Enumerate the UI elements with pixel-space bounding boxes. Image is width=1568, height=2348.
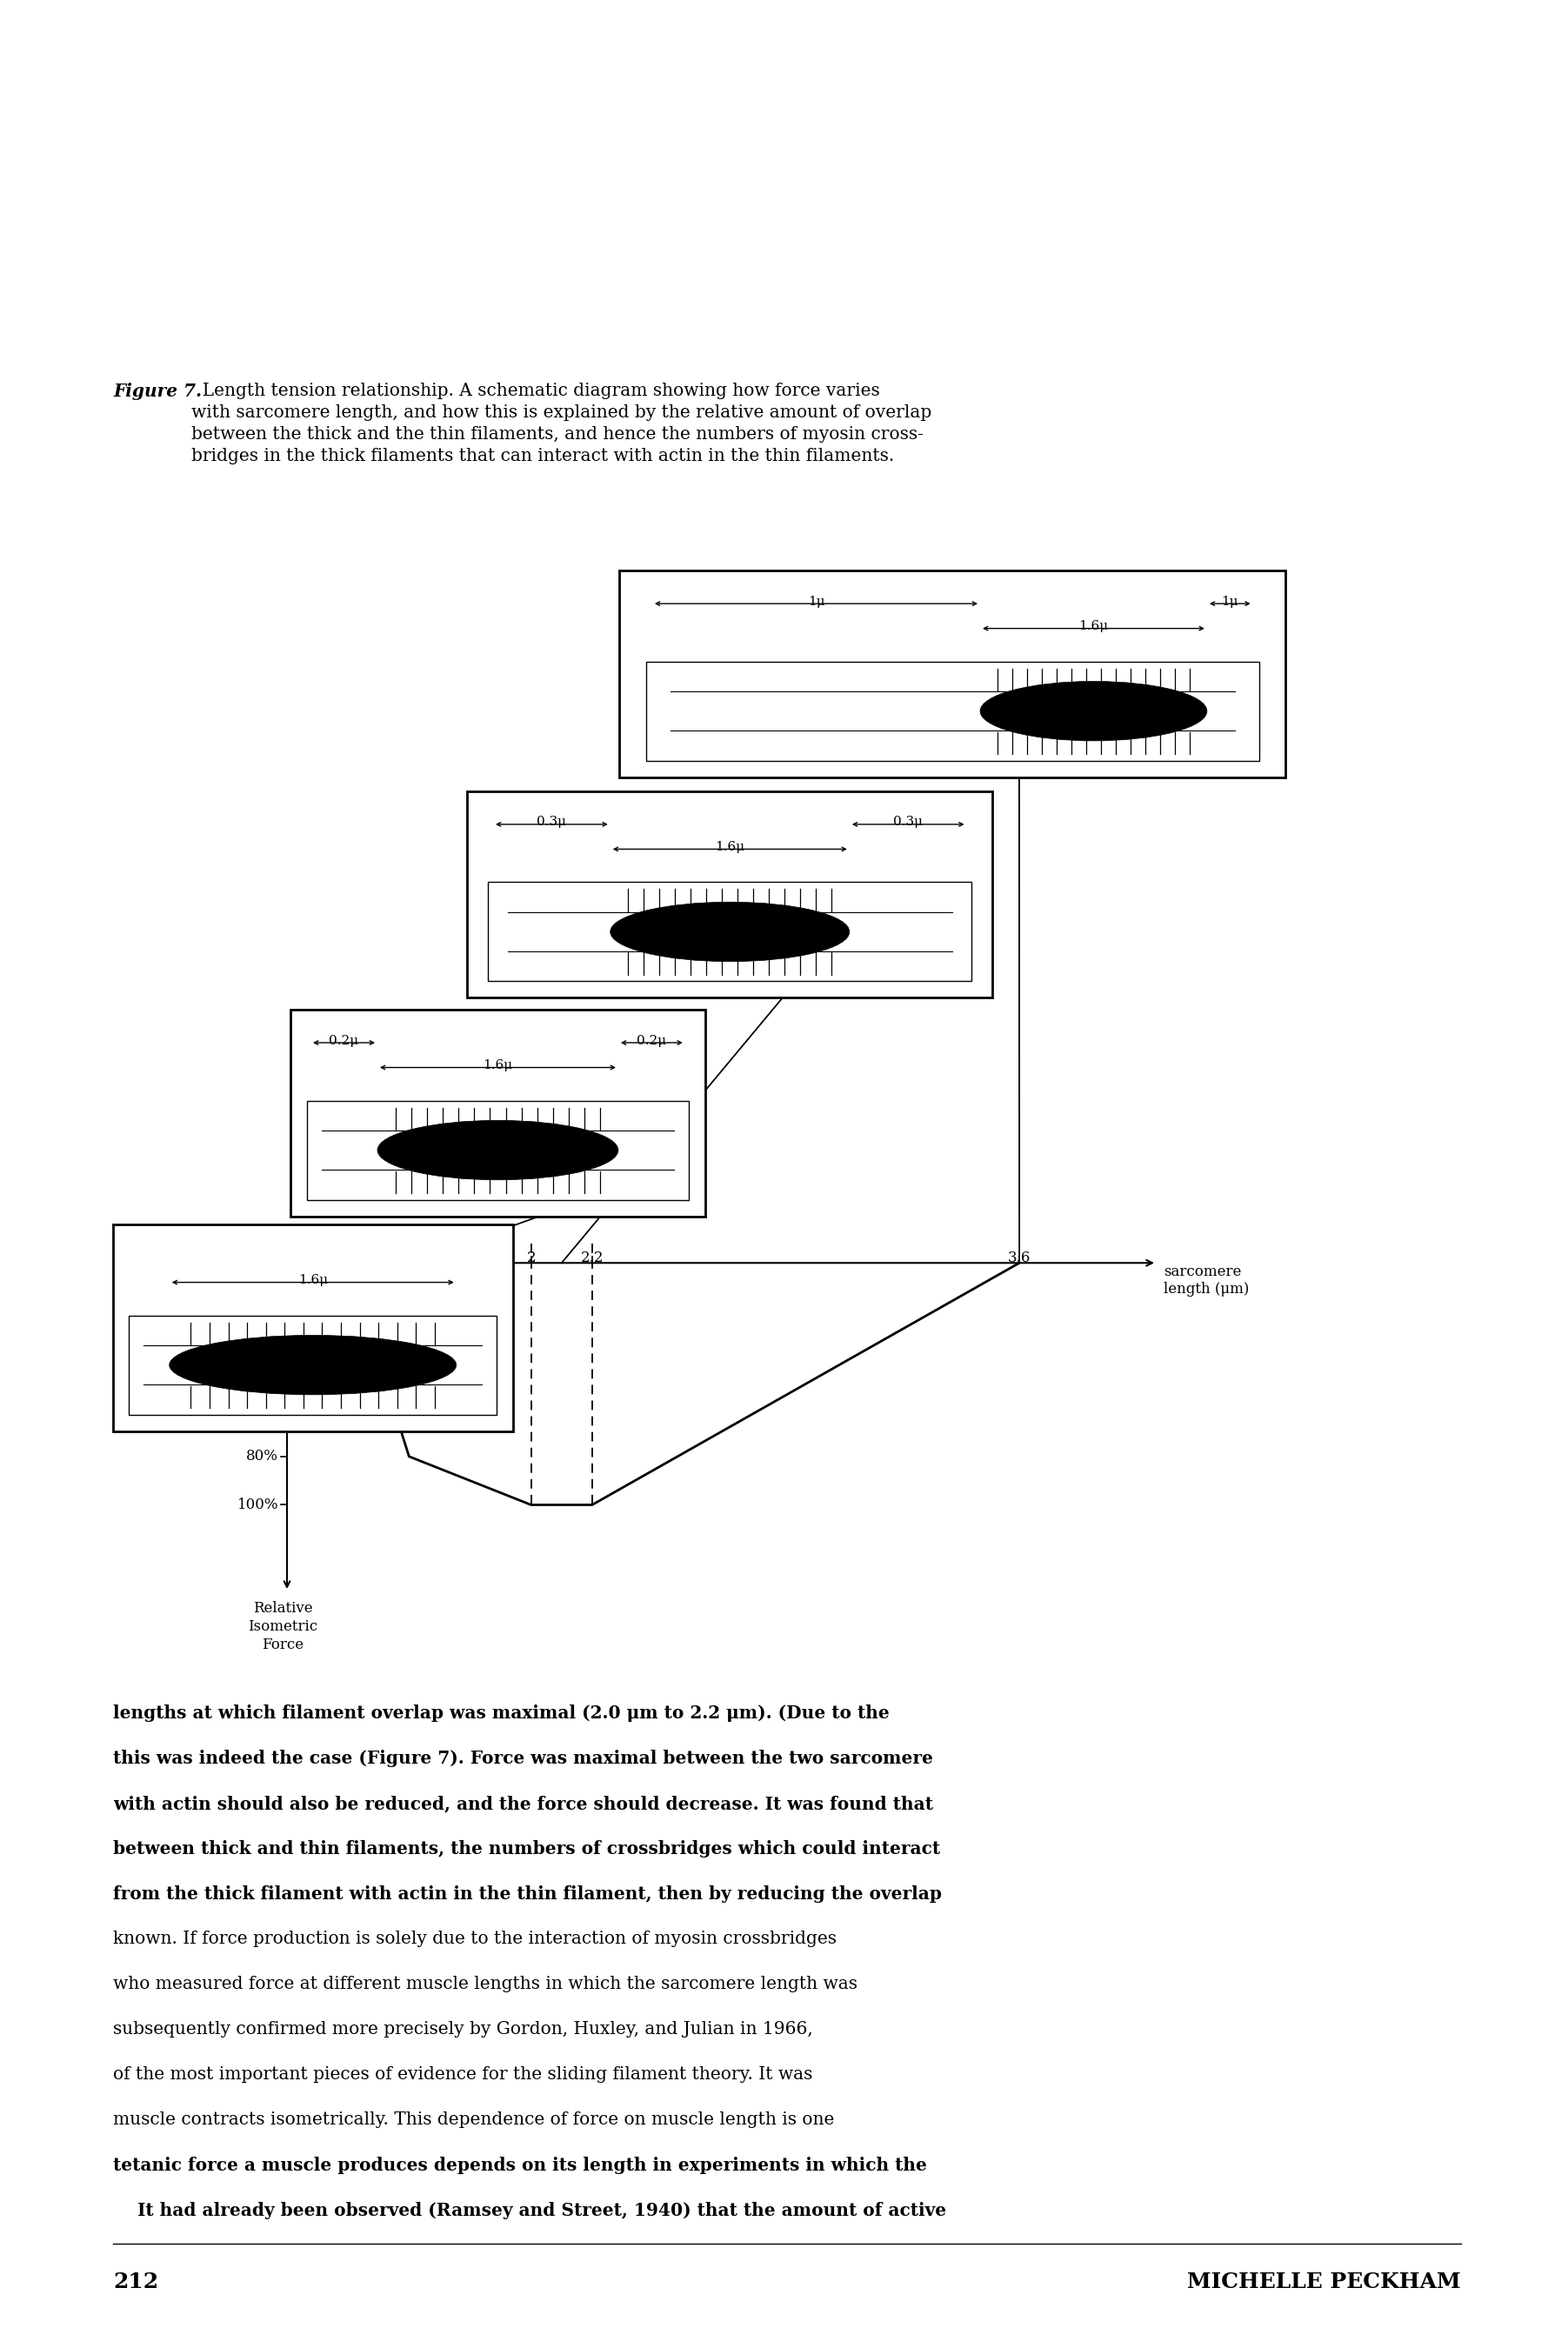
Bar (467, 791, 993, 998)
Text: Figure 7.: Figure 7. (113, 383, 202, 399)
Text: 1.6μ: 1.6μ (715, 841, 745, 852)
Bar (488, 883, 972, 981)
Text: known. If force production is solely due to the interaction of myosin crossbridg: known. If force production is solely due… (113, 1930, 837, 1946)
Text: MICHELLE PECKHAM: MICHELLE PECKHAM (1187, 2271, 1461, 2292)
Text: 2: 2 (527, 1251, 536, 1266)
Text: of the most important pieces of evidence for the sliding filament theory. It was: of the most important pieces of evidence… (113, 2066, 812, 2083)
Bar (129, 1315, 497, 1413)
Text: 3.6: 3.6 (1008, 1251, 1030, 1266)
Text: muscle contracts isometrically. This dependence of force on muscle length is one: muscle contracts isometrically. This dep… (113, 2111, 834, 2127)
Text: 1.4: 1.4 (337, 1251, 359, 1266)
Text: this was indeed the case (Figure 7). Force was maximal between the two sarcomere: this was indeed the case (Figure 7). For… (113, 1749, 933, 1768)
Text: 1μ: 1μ (808, 596, 825, 608)
Bar (619, 571, 1286, 777)
Text: 1.6μ: 1.6μ (298, 1275, 328, 1287)
Text: 1.6μ: 1.6μ (1079, 620, 1109, 632)
Text: Relative
Isometric
Force: Relative Isometric Force (248, 1601, 317, 1653)
Text: lengths at which filament overlap was maximal (2.0 μm to 2.2 μm). (Due to the: lengths at which filament overlap was ma… (113, 1705, 889, 1721)
Text: between thick and thin filaments, the numbers of crossbridges which could intera: between thick and thin filaments, the nu… (113, 1841, 941, 1857)
Text: from the thick filament with actin in the thin filament, then by reducing the ov: from the thick filament with actin in th… (113, 1885, 942, 1902)
Text: 0.3μ: 0.3μ (894, 817, 924, 829)
Text: sarcomere
length (μm): sarcomere length (μm) (1163, 1266, 1250, 1296)
Ellipse shape (610, 902, 850, 963)
Text: It had already been observed (Ramsey and Street, 1940) that the amount of active: It had already been observed (Ramsey and… (113, 2202, 947, 2219)
Text: 0.3μ: 0.3μ (536, 817, 566, 829)
Bar (307, 1101, 688, 1200)
Text: 80%: 80% (246, 1449, 278, 1463)
Text: 1.6μ: 1.6μ (483, 1059, 513, 1071)
Text: with actin should also be reduced, and the force should decrease. It was found t: with actin should also be reduced, and t… (113, 1794, 933, 1813)
Text: Length tension relationship. A schematic diagram showing how force varies
with s: Length tension relationship. A schematic… (191, 383, 931, 465)
Text: subsequently confirmed more precisely by Gordon, Huxley, and Julian in 1966,: subsequently confirmed more precisely by… (113, 2022, 812, 2038)
Ellipse shape (169, 1336, 456, 1395)
Ellipse shape (378, 1120, 618, 1181)
Ellipse shape (980, 681, 1207, 742)
Text: 1.6: 1.6 (398, 1251, 420, 1266)
Text: 0.2μ: 0.2μ (329, 1035, 359, 1047)
Text: 1μ: 1μ (1221, 596, 1239, 608)
Text: 0%: 0% (256, 1256, 278, 1270)
Text: tetanic force a muscle produces depends on its length in experiments in which th: tetanic force a muscle produces depends … (113, 2158, 927, 2174)
Text: 2.2: 2.2 (580, 1251, 604, 1266)
Bar (290, 1010, 706, 1216)
Text: 0.2μ: 0.2μ (637, 1035, 666, 1047)
Bar (646, 662, 1259, 761)
Bar (113, 1226, 513, 1430)
Text: 100%: 100% (237, 1498, 278, 1512)
Text: 212: 212 (113, 2271, 158, 2292)
Text: who measured force at different muscle lengths in which the sarcomere length was: who measured force at different muscle l… (113, 1975, 858, 1993)
